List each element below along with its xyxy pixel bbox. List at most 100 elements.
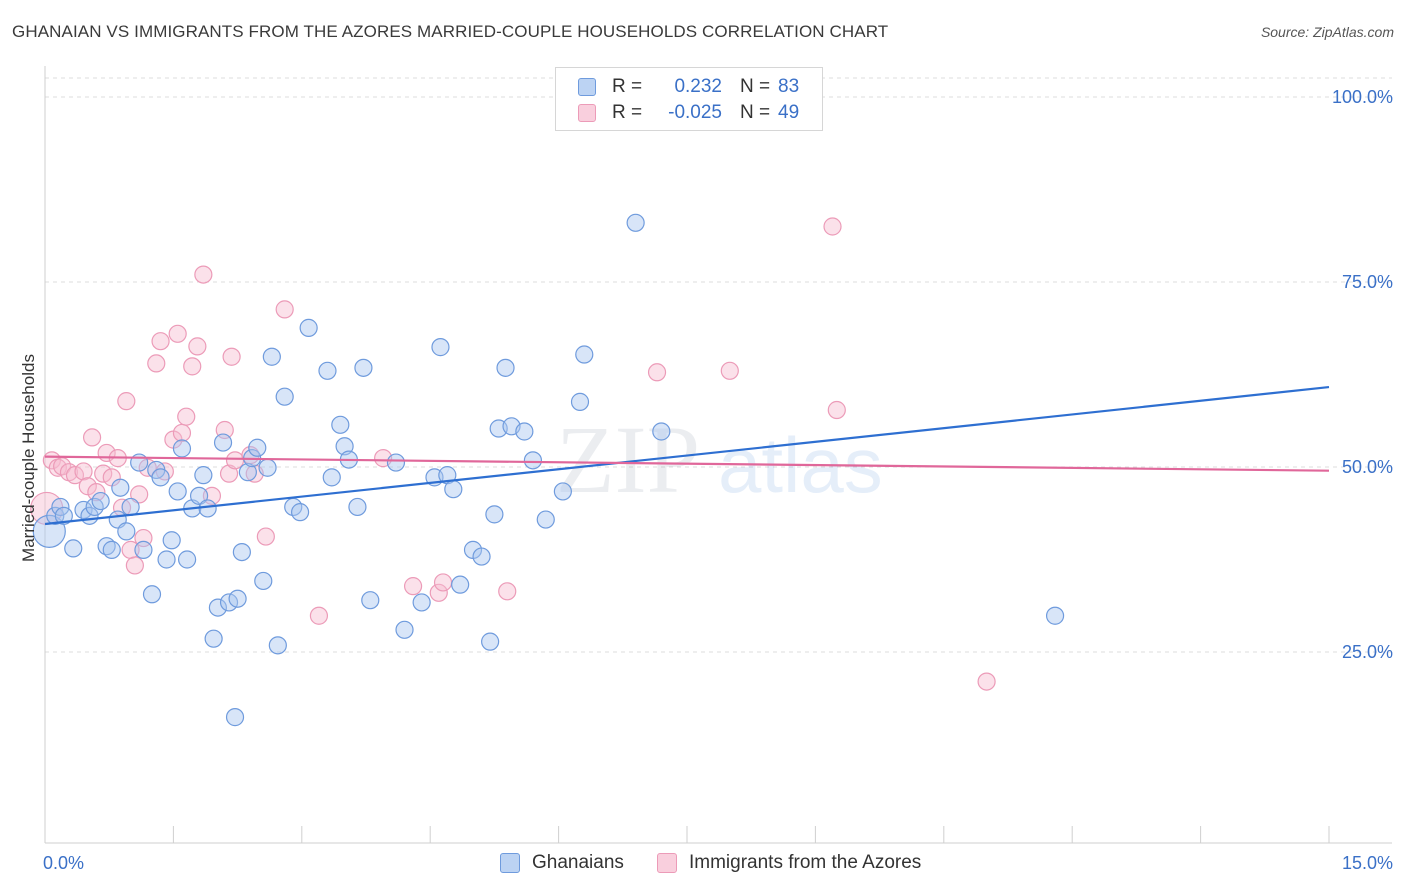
y-tick-label: 50.0% xyxy=(1342,457,1393,477)
ghanaians-point xyxy=(172,439,192,458)
series-legend: Ghanaians Immigrants from the Azores xyxy=(0,852,1406,878)
ghanaians-point xyxy=(348,497,367,517)
azores-point xyxy=(194,265,213,284)
trend-lines xyxy=(44,385,1330,526)
ghanaians-point xyxy=(157,550,176,569)
ghanaians-point xyxy=(228,589,247,608)
correlation-legend: R = 0.232 N = 83 R = -0.025 N = 49 xyxy=(555,67,823,131)
azores-point xyxy=(647,363,667,382)
ghanaians-point xyxy=(553,482,572,501)
y-tick-label: 100.0% xyxy=(1332,87,1393,107)
source-label: Source: ZipAtlas.com xyxy=(1260,24,1394,40)
azores-point xyxy=(977,672,996,691)
ghanaians-point xyxy=(290,503,310,522)
ghanaians-point xyxy=(248,438,267,457)
ghanaians-point xyxy=(472,547,491,566)
ghanaians-point xyxy=(54,506,73,525)
ghanaians-point xyxy=(268,636,287,655)
ghanaians-point xyxy=(481,632,500,651)
ghanaians-point xyxy=(213,433,233,452)
ghanaians-point xyxy=(232,542,251,562)
tick-labels: 25.0% 50.0% 75.0% 100.0% 0.0% 15.0% xyxy=(43,87,1393,873)
ghanaians-point xyxy=(91,491,110,511)
ghanaians-point xyxy=(208,598,228,617)
ghanaians-point xyxy=(194,466,213,485)
ghanaians-point xyxy=(204,629,223,648)
ghanaians-point xyxy=(117,522,136,541)
legend-r-label: R = xyxy=(612,76,643,97)
ghanaians-point xyxy=(198,499,217,518)
series-azores-points xyxy=(30,217,996,691)
ghanaians-point xyxy=(451,575,470,594)
azores-point xyxy=(275,300,294,319)
azores-point xyxy=(168,324,187,343)
legend-r-value: 0.232 xyxy=(674,76,722,97)
legend-r-label: R = xyxy=(612,102,643,123)
ghanaians-point xyxy=(515,422,534,441)
azores-point xyxy=(87,483,106,502)
ghanaians-point xyxy=(485,505,504,524)
azores-point xyxy=(219,464,239,483)
ghanaians-point xyxy=(536,510,555,529)
legend-swatch-pink xyxy=(578,104,596,122)
azores-point xyxy=(823,217,842,236)
ghanaians-point xyxy=(386,453,406,472)
ghanaians-point xyxy=(431,338,450,357)
ghanaians-point xyxy=(64,539,83,558)
ghanaians-point xyxy=(575,345,594,364)
ghanaians-point xyxy=(496,358,515,377)
legend-n-value: 83 xyxy=(778,76,800,97)
ghanaians-point xyxy=(102,540,121,559)
ghanaians-point xyxy=(626,213,645,232)
y-tick-label: 75.0% xyxy=(1342,272,1393,292)
legend-label-azores: Immigrants from the Azores xyxy=(689,852,922,873)
azores-point xyxy=(130,485,149,504)
watermark: ZIP atlas xyxy=(556,406,883,513)
ghanaians-point xyxy=(189,486,209,505)
legend-row-ghanaians: R = 0.232 N = 83 xyxy=(578,75,799,99)
ghanaians-point xyxy=(254,571,273,591)
legend-label-ghanaians: Ghanaians xyxy=(532,852,624,873)
ghanaians-point xyxy=(361,591,380,610)
ghanaians-point xyxy=(121,497,140,517)
azores-point xyxy=(433,573,453,592)
ghanaians-point xyxy=(111,478,130,497)
ghanaians-point xyxy=(395,620,414,639)
legend-n-value: 49 xyxy=(778,102,800,123)
azores-point xyxy=(82,428,102,447)
azores-point xyxy=(222,347,241,366)
ghanaians-point xyxy=(162,531,181,550)
ghanaians-point xyxy=(134,540,153,559)
ghanaians-point xyxy=(331,415,350,434)
chart-title: GHANAIAN VS IMMIGRANTS FROM THE AZORES M… xyxy=(12,22,889,41)
ghanaians-point xyxy=(318,361,337,380)
x-tick-label: 0.0% xyxy=(43,853,84,873)
legend-item-azores[interactable]: Immigrants from the Azores xyxy=(657,852,921,874)
legend-n-label: N = xyxy=(740,102,771,123)
azores-point xyxy=(74,462,93,481)
azores-point xyxy=(256,527,275,546)
ghanaians-point xyxy=(275,387,294,406)
legend-swatch-blue xyxy=(500,853,520,873)
ghanaians-point xyxy=(262,347,281,366)
azores-point xyxy=(429,583,448,602)
grid-layer xyxy=(45,77,1392,653)
ghanaians-point xyxy=(322,468,341,487)
azores-point xyxy=(177,407,196,426)
legend-n-label: N = xyxy=(740,76,771,97)
ghanaians-point xyxy=(444,480,463,499)
x-tick-label: 15.0% xyxy=(1342,853,1393,873)
azores-point xyxy=(125,556,144,575)
azores-point xyxy=(147,354,166,373)
ghanaians-point xyxy=(570,392,590,411)
ghanaians-point xyxy=(299,318,318,337)
y-tick-label: 25.0% xyxy=(1342,642,1393,662)
legend-item-ghanaians[interactable]: Ghanaians xyxy=(500,852,624,874)
ghanaians-point xyxy=(225,708,245,727)
azores-point xyxy=(151,332,170,351)
azores-point xyxy=(720,361,739,380)
azores-point xyxy=(188,337,207,356)
azores-point xyxy=(827,400,846,420)
azores-point xyxy=(403,577,423,596)
